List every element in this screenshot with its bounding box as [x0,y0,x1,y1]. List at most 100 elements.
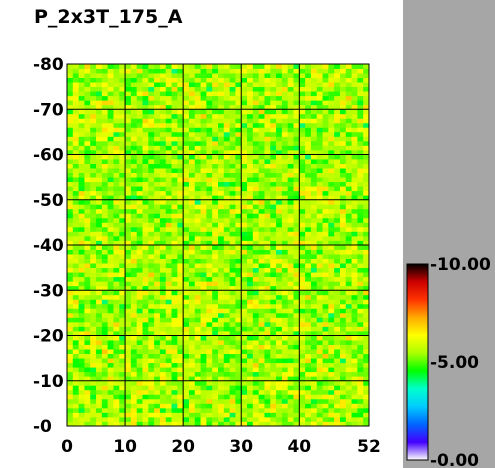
heatmap-cell [270,376,277,382]
heatmap-cell [252,349,260,355]
heatmap-cell [200,91,207,97]
heatmap-cell [299,109,306,115]
heatmap-cell [281,127,289,133]
heatmap-cell [322,290,329,296]
heatmap-cell [119,312,126,318]
heatmap-cell [258,258,265,264]
heatmap-cell [218,213,225,219]
heatmap-cell [328,299,335,305]
heatmap-cell [78,376,85,382]
heatmap-cell [148,149,155,155]
heatmap-cell [252,403,260,409]
heatmap-cell [183,149,190,155]
heatmap-cell [270,254,277,259]
heatmap-cell [194,77,201,83]
heatmap-cell [101,86,109,92]
heatmap-cell [148,163,155,169]
heatmap-cell [107,68,114,74]
heatmap-cell [183,195,190,201]
heatmap-cell [229,186,236,192]
heatmap-cell [72,385,80,391]
heatmap-cell [305,122,312,128]
heatmap-cell [72,91,80,97]
heatmap-cell [67,109,74,115]
heatmap-cell [270,421,277,427]
heatmap-cell [316,177,323,183]
heatmap-cell [78,204,85,210]
heatmap-cell [363,104,370,110]
heatmap-cell [165,64,172,69]
heatmap-cell [154,186,161,192]
heatmap-cell [299,272,306,278]
heatmap-cell [78,254,85,259]
heatmap-cell [223,140,231,146]
heatmap-cell [206,118,213,124]
heatmap-cell [159,73,167,78]
heatmap-cell [130,394,138,400]
heatmap-cell [136,77,143,83]
heatmap-cell [159,100,167,106]
heatmap-cell [67,263,74,269]
heatmap-cell [293,86,300,92]
heatmap-cell [96,145,103,151]
heatmap-cell [125,294,132,300]
heatmap-cell [206,272,213,278]
heatmap-cell [154,267,161,273]
heatmap-cell [165,272,172,278]
heatmap-cell [287,249,294,255]
heatmap-cell [84,416,91,422]
heatmap-cell [235,389,242,395]
heatmap-cell [177,312,184,318]
heatmap-cell [252,100,260,106]
heatmap-cell [281,353,289,359]
heatmap-cell [183,109,190,115]
heatmap-cell [154,235,161,241]
heatmap-cell [136,177,143,183]
heatmap-cell [101,136,109,142]
heatmap-cell [212,159,219,164]
heatmap-cell [171,204,178,210]
heatmap-cell [258,204,265,210]
heatmap-cell [241,376,248,382]
heatmap-cell [235,340,242,345]
heatmap-cell [125,249,132,255]
heatmap-cell [212,326,219,332]
heatmap-cell [270,312,277,318]
heatmap-cell [101,308,109,314]
heatmap-cell [206,222,213,228]
heatmap-cell [78,358,85,364]
heatmap-cell [171,249,178,255]
heatmap-cell [154,362,161,368]
heatmap-cell [229,208,236,214]
heatmap-cell [305,113,312,119]
heatmap-cell [188,217,196,223]
heatmap-cell [258,317,265,323]
heatmap-cell [206,122,213,128]
heatmap-cell [223,226,231,232]
heatmap-cell [142,380,149,386]
heatmap-cell [125,245,132,250]
heatmap-cell [276,272,283,278]
heatmap-cell [281,407,289,413]
heatmap-cell [206,195,213,201]
heatmap-cell [264,353,271,359]
heatmap-cell [177,127,184,133]
heatmap-cell [148,190,155,196]
heatmap-cell [241,394,248,400]
heatmap-cell [363,86,370,92]
heatmap-cell [241,140,248,146]
heatmap-cell [229,226,236,232]
heatmap-cell [252,140,260,146]
heatmap-cell [252,240,260,246]
heatmap-cell [72,294,80,300]
heatmap-cell [183,340,190,345]
heatmap-cell [339,290,347,296]
heatmap-cell [148,312,155,318]
heatmap-cell [101,68,109,74]
heatmap-cell [107,199,114,205]
heatmap-cell [322,362,329,368]
heatmap-cell [310,159,318,164]
heatmap-cell [287,149,294,155]
heatmap-cell [188,403,196,409]
heatmap-cell [218,131,225,137]
